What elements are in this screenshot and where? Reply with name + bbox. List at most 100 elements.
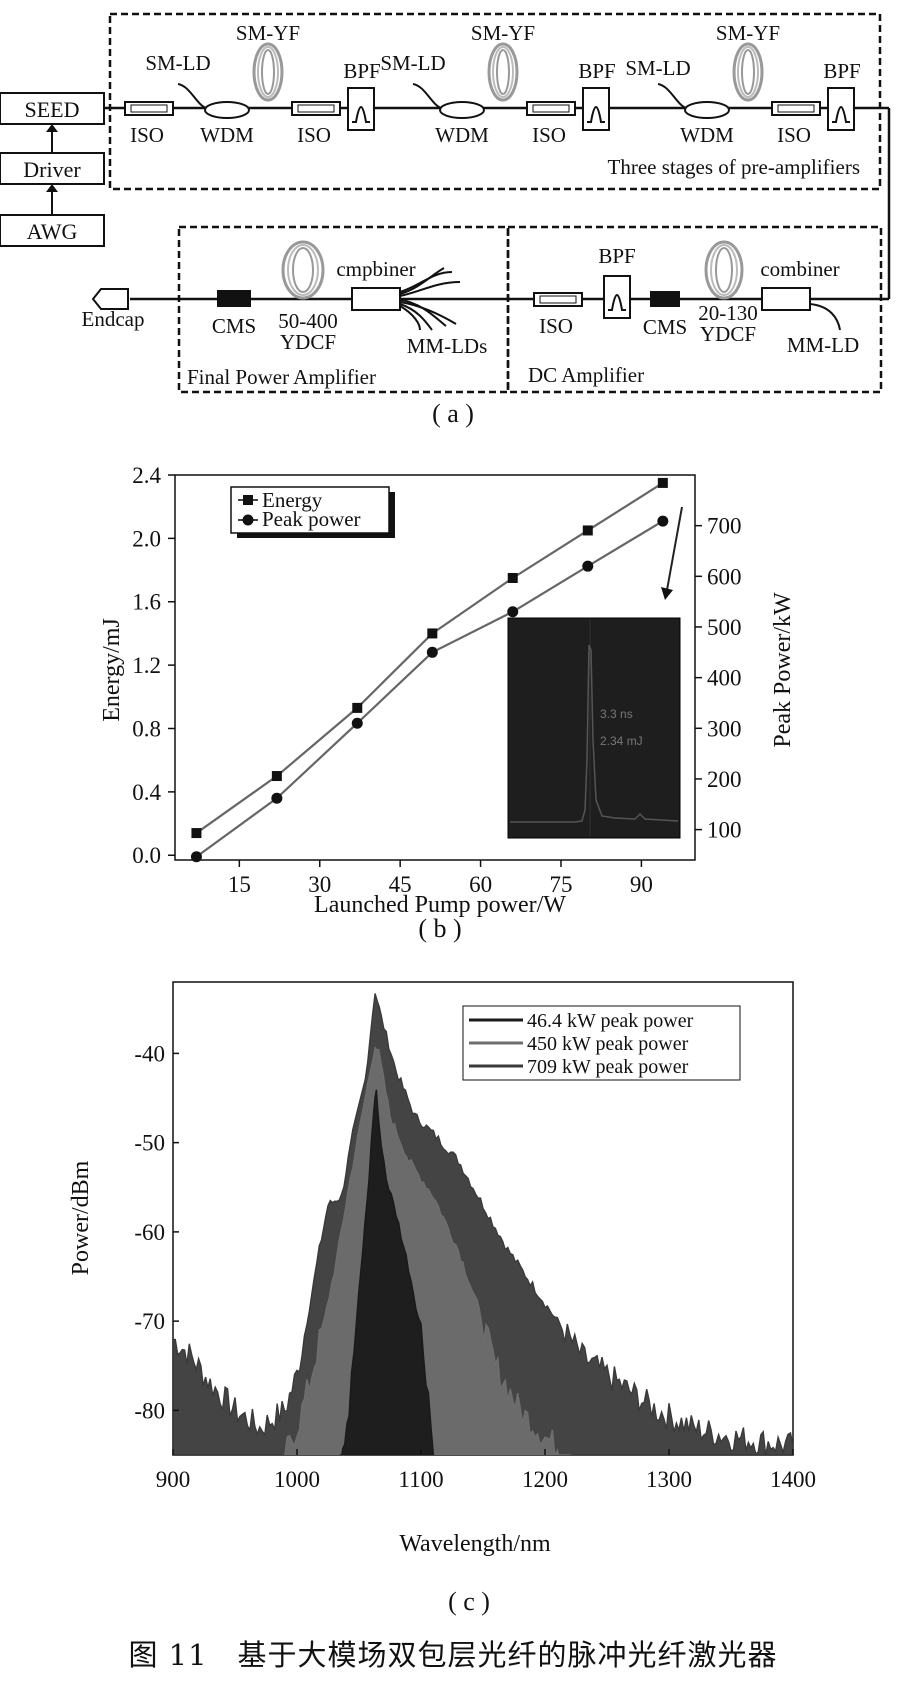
y2-tick-label: 400	[707, 666, 742, 691]
preamp-title: Three stages of pre-amplifiers	[608, 155, 860, 179]
dc-combiner-label: combiner	[760, 257, 839, 281]
energy-point	[427, 628, 438, 639]
iso-label: ISO	[777, 123, 811, 147]
driver-box	[0, 152, 105, 185]
arrowhead-driver	[46, 184, 58, 192]
spectrum-46-4kw	[339, 1089, 435, 1455]
legend-energy-marker	[243, 495, 253, 505]
wdm-label: WDM	[435, 123, 489, 147]
y-tick-label: 1.6	[132, 590, 161, 615]
driver-label: Driver	[23, 157, 81, 182]
y-tick-label: -40	[134, 1041, 165, 1066]
y-tick-label: -80	[134, 1398, 165, 1423]
preamp-stage-3: WDM SM-LD SM-YF ISO BPF	[625, 21, 860, 147]
y-tick-label: 2.0	[132, 526, 161, 551]
legend-energy-label: Energy	[262, 488, 323, 512]
peak-power-point	[657, 515, 669, 527]
bandpass-filter	[827, 87, 855, 131]
right-y-ticks: 100 200 300 400 500 600 700	[695, 514, 742, 843]
bandpass-filter	[582, 87, 610, 131]
fpa-fiber-type: YDCF	[280, 330, 336, 354]
peak-power-point	[351, 717, 363, 729]
y-axis-title: Power/dBm	[68, 1160, 94, 1275]
caption-c: ( c )	[448, 1587, 490, 1616]
isolator	[771, 101, 821, 116]
sm-ld-label: SM-LD	[380, 51, 445, 75]
dc-fiber-type: YDCF	[700, 322, 756, 346]
isolator	[526, 101, 576, 116]
left-axis-title: Energy/mJ	[99, 618, 125, 722]
y2-tick-label: 600	[707, 564, 742, 589]
mm-ld-fiber	[809, 303, 841, 331]
endcap	[91, 288, 129, 310]
cms-block	[217, 290, 251, 307]
y-tick-label: 0.8	[132, 716, 161, 741]
isolator	[533, 292, 583, 307]
sm-ld-label: SM-LD	[145, 51, 210, 75]
y-tick-label: -70	[134, 1309, 165, 1334]
y2-tick-label: 500	[707, 615, 742, 640]
x-tick-label: 1300	[646, 1467, 692, 1492]
y-tick-label: 1.2	[132, 653, 161, 678]
bpf-label: BPF	[823, 59, 860, 83]
spectrum-series	[173, 993, 793, 1455]
seed-label: SEED	[25, 97, 80, 122]
x-tick-label: 1400	[770, 1467, 816, 1492]
pump-combiner	[761, 287, 811, 311]
fiber-coil	[252, 42, 284, 102]
peak-power-point	[582, 560, 594, 572]
legend-label-450kw: 450 kW peak power	[527, 1033, 689, 1055]
sm-yf-label: SM-YF	[716, 21, 780, 45]
mm-lds-label: MM-LDs	[407, 334, 488, 358]
awg-label: AWG	[27, 219, 78, 244]
fiber-coil	[704, 240, 744, 300]
wdm-label: WDM	[200, 123, 254, 147]
peak-power-point	[426, 646, 438, 658]
cms-block	[650, 291, 680, 307]
fpa-fiber-length: 50-400	[278, 309, 338, 333]
y-tick-label: 0.0	[132, 843, 161, 868]
inset-pulse-width: 3.3 ns	[600, 707, 633, 721]
fpa-title: Final Power Amplifier	[187, 365, 376, 389]
x-tick-label: 45	[389, 872, 412, 897]
arrowhead-seed	[46, 124, 58, 132]
y2-tick-label: 700	[707, 514, 742, 539]
bandpass-filter	[603, 275, 631, 319]
energy-point	[191, 828, 202, 839]
inset-pointer-arrow	[666, 506, 683, 591]
figure-caption: 图 11 基于大模场双包层光纤的脉冲光纤激光器	[128, 1638, 778, 1672]
dc-bpf-label: BPF	[598, 244, 635, 268]
x-tick-label: 90	[630, 872, 653, 897]
legend-box	[230, 486, 390, 534]
right-axis-title: Peak Power/kW	[770, 592, 796, 748]
wdm-label: WDM	[680, 123, 734, 147]
sm-yf-label: SM-YF	[471, 21, 535, 45]
energy-point	[657, 477, 668, 488]
fiber-laser-system-diagram: SEED Driver AWG ISO WDM SM-LD SM-YF ISO …	[0, 12, 891, 428]
mm-ld-label: MM-LD	[787, 333, 859, 357]
preamp-stage-1: ISO WDM SM-LD SM-YF ISO BPF	[124, 21, 381, 147]
bpf-label: BPF	[343, 59, 380, 83]
energy-point	[352, 702, 363, 713]
y2-tick-label: 300	[707, 716, 742, 741]
iso-label: ISO	[297, 123, 331, 147]
energy-point	[507, 572, 518, 583]
y-tick-label: 2.4	[132, 463, 161, 488]
sm-yf-label: SM-YF	[236, 21, 300, 45]
cmpbiner-label: cmpbiner	[336, 257, 415, 281]
x-tick-label: 1100	[398, 1467, 443, 1492]
inset-pointer-arrowhead	[661, 587, 673, 600]
legend-peak-marker	[242, 514, 254, 526]
awg-box	[0, 214, 105, 247]
x-tick-label: 1000	[274, 1467, 320, 1492]
pump-combiner	[351, 287, 401, 311]
dc-fiber-length: 20-130	[698, 301, 758, 325]
x-tick-label: 15	[228, 872, 251, 897]
bandpass-filter	[347, 87, 375, 131]
y-tick-label: -60	[134, 1220, 165, 1245]
legend-box	[462, 1005, 741, 1081]
y-tick-label: 0.4	[132, 780, 161, 805]
x-tick-label: 60	[469, 872, 492, 897]
left-y-ticks: 0.0 0.4 0.8 1.2 1.6 2.0 2.4	[132, 463, 175, 868]
bpf-label: BPF	[578, 59, 615, 83]
